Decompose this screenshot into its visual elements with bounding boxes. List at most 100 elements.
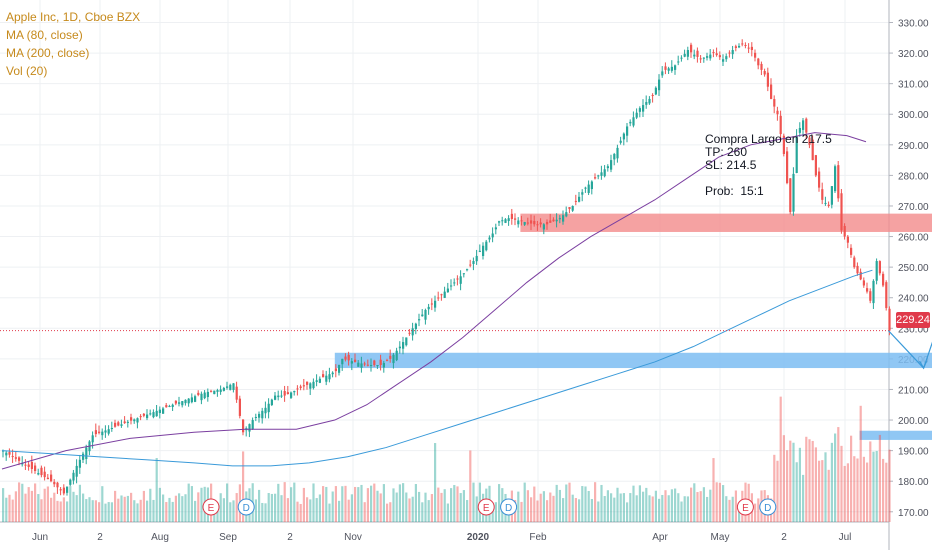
candle-body [530, 220, 533, 224]
dividend-marker[interactable]: D [500, 498, 518, 516]
candle-body [270, 399, 273, 406]
volume-bar [293, 482, 296, 522]
volume-bar [21, 483, 24, 522]
candle-body [142, 413, 145, 416]
legend-ma80[interactable]: MA (80, close) [6, 28, 83, 42]
volume-bar [680, 501, 683, 522]
volume-bar [133, 500, 136, 522]
volume-bar [142, 490, 145, 522]
volume-bar [386, 503, 389, 522]
volume-bar [472, 482, 475, 522]
volume-bar [405, 492, 408, 522]
candle-body [754, 52, 757, 58]
volume-bar [530, 497, 533, 522]
candle-body [462, 273, 465, 275]
volume-bar [290, 487, 293, 522]
candle-body [856, 265, 859, 274]
candle-body [846, 236, 849, 243]
volume-bar [581, 486, 584, 522]
earnings-marker[interactable]: E [477, 498, 495, 516]
candle-body [14, 457, 17, 459]
y-tick-label: 180.00 [898, 477, 929, 488]
dividend-marker[interactable]: D [237, 498, 255, 516]
volume-bar [568, 482, 571, 522]
event-label: D [505, 503, 512, 514]
candle-body [651, 95, 654, 97]
event-circle [202, 498, 220, 516]
candle-body [56, 482, 59, 488]
volume-bar [402, 483, 405, 522]
candle-body [677, 61, 680, 63]
event-label: D [243, 503, 250, 514]
volume-bar [613, 497, 616, 522]
candle-body [98, 431, 101, 433]
volume-bar [322, 486, 325, 522]
volume-bar [155, 458, 158, 522]
volume-bar [366, 488, 369, 522]
candle-body [750, 46, 753, 51]
legend-volume[interactable]: Vol (20) [6, 64, 48, 78]
candle-body [549, 220, 552, 223]
candle-body [763, 70, 766, 75]
volume-bar [862, 456, 865, 522]
volume-bar [130, 492, 133, 522]
volume-bar [776, 460, 779, 522]
volume-bar [571, 494, 574, 522]
candle-body [696, 50, 699, 57]
candle-body [414, 323, 417, 330]
volume-bar [872, 451, 875, 522]
candle-body [667, 68, 670, 71]
candle-body [347, 354, 350, 361]
volume-bar [619, 493, 622, 522]
candle-body [558, 218, 561, 220]
volume-bar [437, 487, 440, 522]
candle-body [546, 221, 549, 225]
volume-bar [200, 487, 203, 522]
candle-body [734, 46, 737, 48]
volume-bar [539, 493, 542, 522]
legend-title[interactable]: Apple Inc, 1D, Cboe BZX [6, 10, 141, 24]
legend-ma200[interactable]: MA (200, close) [6, 46, 90, 60]
y-tick-label: 170.00 [898, 508, 929, 519]
candle-body [571, 205, 574, 211]
candle-body [632, 117, 635, 126]
candle-body [802, 120, 805, 130]
volume-bar [370, 485, 373, 522]
y-tick-label: 200.00 [898, 416, 929, 427]
candle-body [8, 452, 11, 455]
candle-body [85, 447, 88, 460]
candle-body [34, 465, 37, 472]
trade-annotation[interactable]: Compra Largo en 217.5 TP: 260 SL: 214.5 Pro… [705, 133, 832, 198]
earnings-marker[interactable]: E [202, 498, 220, 516]
dividend-marker[interactable]: D [759, 498, 777, 516]
event-label: E [208, 503, 215, 514]
candle-body [344, 356, 347, 360]
candle-body [296, 388, 299, 390]
candle-body [328, 374, 331, 380]
volume-bar [165, 502, 168, 522]
volume-bar [718, 482, 721, 522]
candle-body [517, 220, 520, 225]
volume-bar [382, 484, 385, 522]
volume-bar [5, 497, 8, 522]
volume-bar [866, 462, 869, 522]
volume-bar [795, 462, 798, 522]
candle-body [725, 56, 728, 60]
candle-body [597, 175, 600, 177]
candle-body [680, 57, 683, 59]
volume-bar [542, 491, 545, 522]
volume-bar [43, 488, 46, 522]
volume-bar [78, 484, 81, 522]
volume-bar [296, 501, 299, 522]
earnings-marker[interactable]: E [736, 498, 754, 516]
candle-body [229, 384, 232, 390]
volume-bar [782, 435, 785, 522]
candle-body [315, 380, 318, 382]
volume-bar [331, 491, 334, 522]
candle-body [114, 422, 117, 427]
volume-bar [101, 486, 104, 522]
volume-bar [754, 503, 757, 522]
candle-body [216, 390, 219, 392]
volume-bar [603, 496, 606, 522]
